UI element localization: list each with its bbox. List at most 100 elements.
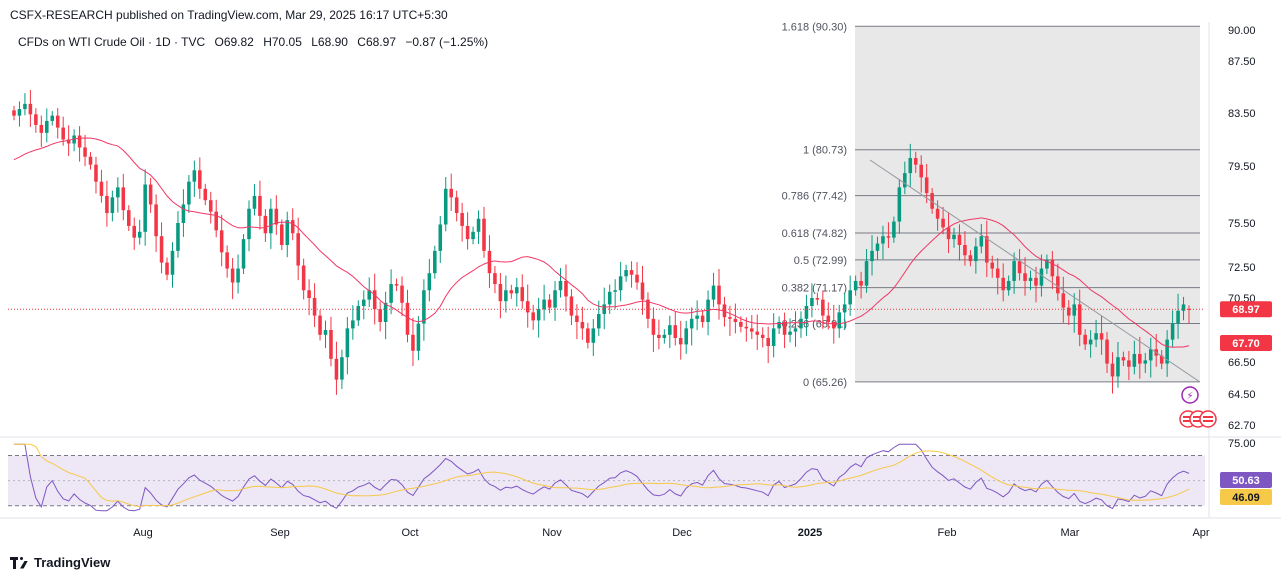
candle-body bbox=[372, 290, 377, 310]
candle-body bbox=[416, 323, 421, 351]
flag-stripe bbox=[1203, 420, 1213, 422]
candle-body bbox=[504, 290, 508, 302]
candle-body bbox=[930, 193, 934, 209]
lightning-icon-glyph: ⚡ bbox=[1186, 391, 1193, 402]
candle-body bbox=[788, 331, 792, 335]
ohlc-open: O69.82 bbox=[214, 35, 254, 49]
candle-body bbox=[580, 322, 585, 329]
candle-body bbox=[657, 334, 661, 338]
candle-body bbox=[1056, 276, 1060, 294]
candle-body bbox=[766, 338, 770, 346]
candle-body bbox=[662, 334, 667, 338]
candle-body bbox=[689, 318, 694, 329]
candle-body bbox=[34, 114, 38, 125]
time-axis-tick: Sep bbox=[270, 527, 290, 539]
candle-body bbox=[400, 285, 404, 303]
fib-level-label: 0.618 (74.82) bbox=[782, 228, 847, 240]
candle-body bbox=[777, 322, 781, 329]
candle-body bbox=[301, 265, 306, 291]
trend-line bbox=[869, 159, 1201, 383]
candle-body bbox=[919, 164, 923, 178]
price-axis-tick: 64.50 bbox=[1228, 389, 1256, 401]
moving-average-line bbox=[13, 137, 1190, 348]
candle-body bbox=[55, 115, 60, 128]
candle-body bbox=[607, 291, 612, 305]
candle-body bbox=[280, 224, 284, 245]
candle-body bbox=[12, 110, 16, 116]
candle-body bbox=[181, 204, 186, 223]
candle-body bbox=[673, 325, 678, 338]
candle-body bbox=[17, 109, 22, 116]
candle-body bbox=[334, 358, 339, 380]
candle-body bbox=[1170, 323, 1175, 340]
price-axis-tick: 72.50 bbox=[1228, 262, 1256, 274]
time-axis-tick: Apr bbox=[1192, 527, 1209, 539]
price-axis-tick: 62.70 bbox=[1228, 420, 1256, 432]
candle-body bbox=[389, 284, 393, 303]
candle-body bbox=[296, 233, 300, 266]
candle-body bbox=[83, 147, 87, 157]
candle-body bbox=[558, 280, 563, 291]
candle-body bbox=[225, 252, 229, 269]
candle-body bbox=[515, 287, 519, 294]
candle-body bbox=[569, 296, 574, 316]
candle-body bbox=[859, 280, 863, 286]
candle-body bbox=[1077, 304, 1082, 335]
candle-body bbox=[892, 221, 896, 238]
candle-body bbox=[258, 195, 262, 216]
candle-body bbox=[1099, 333, 1104, 340]
candle-body bbox=[219, 230, 224, 253]
candle-body bbox=[1121, 357, 1126, 361]
candle-body bbox=[684, 328, 688, 345]
candle-body bbox=[394, 284, 399, 286]
candle-body bbox=[908, 158, 913, 174]
candle-body bbox=[771, 328, 776, 346]
candle-body bbox=[810, 298, 814, 306]
candle-body bbox=[613, 290, 617, 292]
candle-body bbox=[176, 223, 180, 251]
time-axis-tick: Mar bbox=[1061, 527, 1080, 539]
time-axis-tick: Dec bbox=[672, 527, 692, 539]
time-axis-tick: 2025 bbox=[798, 527, 822, 539]
candle-body bbox=[547, 299, 552, 308]
candle-body bbox=[443, 188, 448, 225]
candle-body bbox=[760, 334, 765, 338]
price-axis-tick: 79.50 bbox=[1228, 161, 1256, 173]
candle-body bbox=[624, 270, 628, 277]
candle-body bbox=[367, 290, 372, 300]
candle-body bbox=[629, 270, 634, 275]
candle-body bbox=[99, 181, 104, 196]
candle-body bbox=[952, 234, 956, 240]
candle-body bbox=[1132, 354, 1137, 367]
flag-us-icon bbox=[1199, 410, 1217, 428]
candle-body bbox=[536, 309, 541, 321]
candle-body bbox=[290, 220, 295, 234]
rsi-line bbox=[14, 443, 1190, 512]
candle-body bbox=[717, 285, 721, 305]
candle-body bbox=[154, 204, 158, 237]
rsi-value-tag-bg bbox=[1220, 472, 1272, 488]
candle-body bbox=[269, 208, 273, 234]
candle-body bbox=[1165, 339, 1169, 364]
candle-body bbox=[88, 156, 93, 165]
candle-body bbox=[651, 318, 656, 335]
candle-body bbox=[821, 299, 825, 316]
candle-body bbox=[1105, 339, 1109, 364]
candle-body bbox=[493, 273, 497, 285]
candle-body bbox=[214, 211, 218, 231]
candle-body bbox=[837, 312, 842, 329]
candle-body bbox=[553, 290, 557, 308]
symbol-name[interactable]: CFDs on WTI Crude Oil · 1D · TVC bbox=[18, 35, 206, 49]
candle-body bbox=[105, 195, 109, 214]
candle-body bbox=[1176, 310, 1180, 324]
candle-body bbox=[957, 234, 962, 245]
price-axis-tick: 83.50 bbox=[1228, 108, 1256, 120]
candle-body bbox=[1181, 304, 1186, 311]
candle-body bbox=[50, 115, 55, 121]
tradingview-footer[interactable]: TradingView bbox=[10, 555, 110, 570]
candle-body bbox=[1034, 277, 1038, 286]
candle-body bbox=[422, 290, 426, 324]
candle-body bbox=[591, 328, 596, 343]
candle-body bbox=[941, 218, 945, 228]
